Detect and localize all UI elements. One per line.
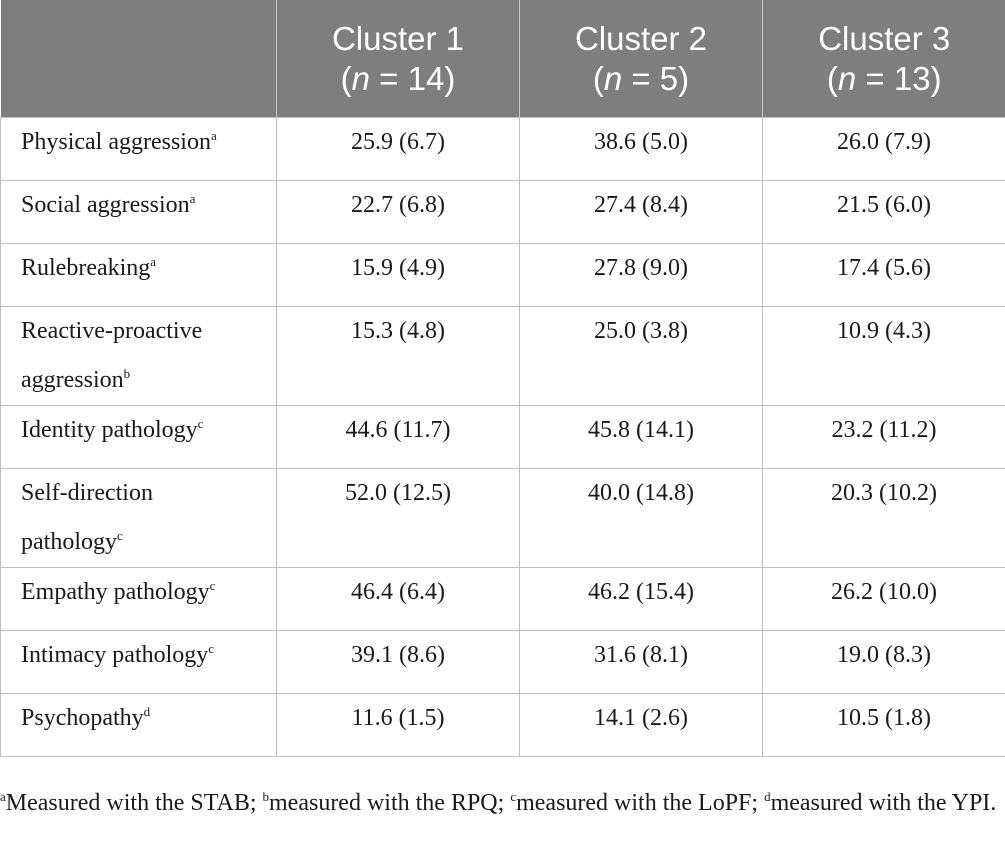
row-label-cell: Social aggressiona <box>0 180 277 244</box>
value-cell: 19.0 (8.3) <box>762 630 1005 694</box>
value-cell: 26.0 (7.9) <box>762 117 1005 181</box>
header-cluster-3: Cluster 3 (n = 13) <box>762 0 1005 118</box>
table-row: Social aggressiona 22.7 (6.8) 27.4 (8.4) 21… <box>0 180 1005 244</box>
row-footnote-marker: a <box>189 191 196 206</box>
value-cell: 46.2 (15.4) <box>519 567 763 631</box>
value-cell: 27.8 (9.0) <box>519 243 763 307</box>
table-row: Identity pathologyc 44.6 (11.7) 45.8 (14.1… <box>0 405 1005 469</box>
footnote-text: measured with the LoPF; <box>516 790 765 816</box>
value-cell: 40.0 (14.8) <box>519 468 763 568</box>
header-row: Cluster 1 (n = 14) Cluster 2 (n = 5) Cluster… <box>0 0 1005 118</box>
header-n-prefix: ( <box>340 59 352 97</box>
footnote-text: measured with the RPQ; <box>269 790 511 816</box>
row-footnote-marker: c <box>117 528 123 543</box>
row-label-continued: aggression <box>21 367 124 393</box>
header-n-value: = 5) <box>622 59 690 97</box>
row-label: Intimacy pathology <box>21 642 209 668</box>
row-label: Psychopathy <box>21 705 144 731</box>
footnote-marker: c <box>510 789 517 804</box>
row-footnote-marker: b <box>123 366 131 381</box>
row-label-continued: pathology <box>21 529 117 555</box>
header-cluster-1: Cluster 1 (n = 14) <box>276 0 520 118</box>
table-row: Rulebreakinga 15.9 (4.9) 27.8 (9.0) 17.4 (5… <box>0 243 1005 307</box>
value-cell: 45.8 (14.1) <box>519 405 763 469</box>
row-label-cell: Empathy pathologyc <box>0 567 277 631</box>
value-cell: 21.5 (6.0) <box>762 180 1005 244</box>
table-row: Reactive-proactive aggressionb 15.3 (4.8) 2… <box>0 306 1005 406</box>
data-table: Cluster 1 (n = 14) Cluster 2 (n = 5) Cluster… <box>0 0 1005 757</box>
footnote-text: Measured with the STAB; <box>5 790 263 816</box>
table-row: Empathy pathologyc 46.4 (6.4) 46.2 (15.4) 2… <box>0 567 1005 631</box>
row-label-cell: Reactive-proactive aggressionb <box>0 306 277 406</box>
row-label: Reactive-proactive <box>21 318 203 344</box>
row-label: Physical aggression <box>21 129 211 155</box>
value-cell: 52.0 (12.5) <box>276 468 520 568</box>
row-label-cell: Psychopathyd <box>0 693 277 757</box>
footnote-marker: a <box>0 789 6 804</box>
footnote-marker: b <box>262 789 270 804</box>
row-footnote-marker: c <box>208 641 215 656</box>
value-cell: 25.0 (3.8) <box>519 306 763 406</box>
value-cell: 11.6 (1.5) <box>276 693 520 757</box>
table-row: Self-direction pathologyc 52.0 (12.5) 40.0 … <box>0 468 1005 568</box>
header-n-variable: n <box>351 59 371 97</box>
value-cell: 23.2 (11.2) <box>762 405 1005 469</box>
value-cell: 31.6 (8.1) <box>519 630 763 694</box>
header-corner-cell <box>0 0 277 118</box>
row-label: Rulebreaking <box>21 255 151 281</box>
header-n-prefix: ( <box>592 59 604 97</box>
row-label: Self-direction <box>21 480 153 506</box>
value-cell: 38.6 (5.0) <box>519 117 763 181</box>
row-label-cell: Self-direction pathologyc <box>0 468 277 568</box>
row-label: Identity pathology <box>21 417 198 443</box>
value-cell: 15.9 (4.9) <box>276 243 520 307</box>
row-footnote-marker: a <box>210 128 217 143</box>
value-cell: 20.3 (10.2) <box>762 468 1005 568</box>
header-label: Cluster 2 <box>574 19 708 57</box>
table-row: Intimacy pathologyc 39.1 (8.6) 31.6 (8.1) 1… <box>0 630 1005 694</box>
row-footnote-marker: a <box>150 254 157 269</box>
value-cell: 26.2 (10.0) <box>762 567 1005 631</box>
table-footnote: aMeasured with the STAB; bmeasured with … <box>0 786 1000 820</box>
header-label: Cluster 3 <box>818 19 951 57</box>
value-cell: 15.3 (4.8) <box>276 306 520 406</box>
footnote-text: measured with the YPI. <box>770 790 997 816</box>
row-label: Empathy pathology <box>21 579 210 605</box>
header-label: Cluster 1 <box>331 19 465 57</box>
header-n-variable: n <box>603 59 623 97</box>
header-n-value: = 14) <box>370 59 456 97</box>
value-cell: 17.4 (5.6) <box>762 243 1005 307</box>
row-label-cell: Identity pathologyc <box>0 405 277 469</box>
row-label: Social aggression <box>21 192 190 218</box>
row-footnote-marker: c <box>197 416 204 431</box>
header-n-prefix: ( <box>826 59 838 97</box>
row-footnote-marker: d <box>143 704 151 719</box>
value-cell: 22.7 (6.8) <box>276 180 520 244</box>
value-cell: 44.6 (11.7) <box>276 405 520 469</box>
value-cell: 27.4 (8.4) <box>519 180 763 244</box>
table-row: Psychopathyd 11.6 (1.5) 14.1 (2.6) 10.5 (1.… <box>0 693 1005 757</box>
value-cell: 10.5 (1.8) <box>762 693 1005 757</box>
header-cluster-2: Cluster 2 (n = 5) <box>519 0 763 118</box>
value-cell: 10.9 (4.3) <box>762 306 1005 406</box>
value-cell: 14.1 (2.6) <box>519 693 763 757</box>
table-row: Physical aggressiona 25.9 (6.7) 38.6 (5.0)… <box>0 117 1005 181</box>
row-label-cell: Rulebreakinga <box>0 243 277 307</box>
header-n-value: = 13) <box>856 59 942 97</box>
row-label-cell: Intimacy pathologyc <box>0 630 277 694</box>
value-cell: 25.9 (6.7) <box>276 117 520 181</box>
row-label-cell: Physical aggressiona <box>0 117 277 181</box>
footnote-marker: d <box>764 789 771 804</box>
value-cell: 39.1 (8.6) <box>276 630 520 694</box>
table-body: Physical aggressiona 25.9 (6.7) 38.6 (5.0)… <box>0 117 1005 757</box>
value-cell: 46.4 (6.4) <box>276 567 520 631</box>
header-n-variable: n <box>837 59 857 97</box>
table-header: Cluster 1 (n = 14) Cluster 2 (n = 5) Cluster… <box>0 0 1005 118</box>
row-footnote-marker: c <box>209 578 216 593</box>
